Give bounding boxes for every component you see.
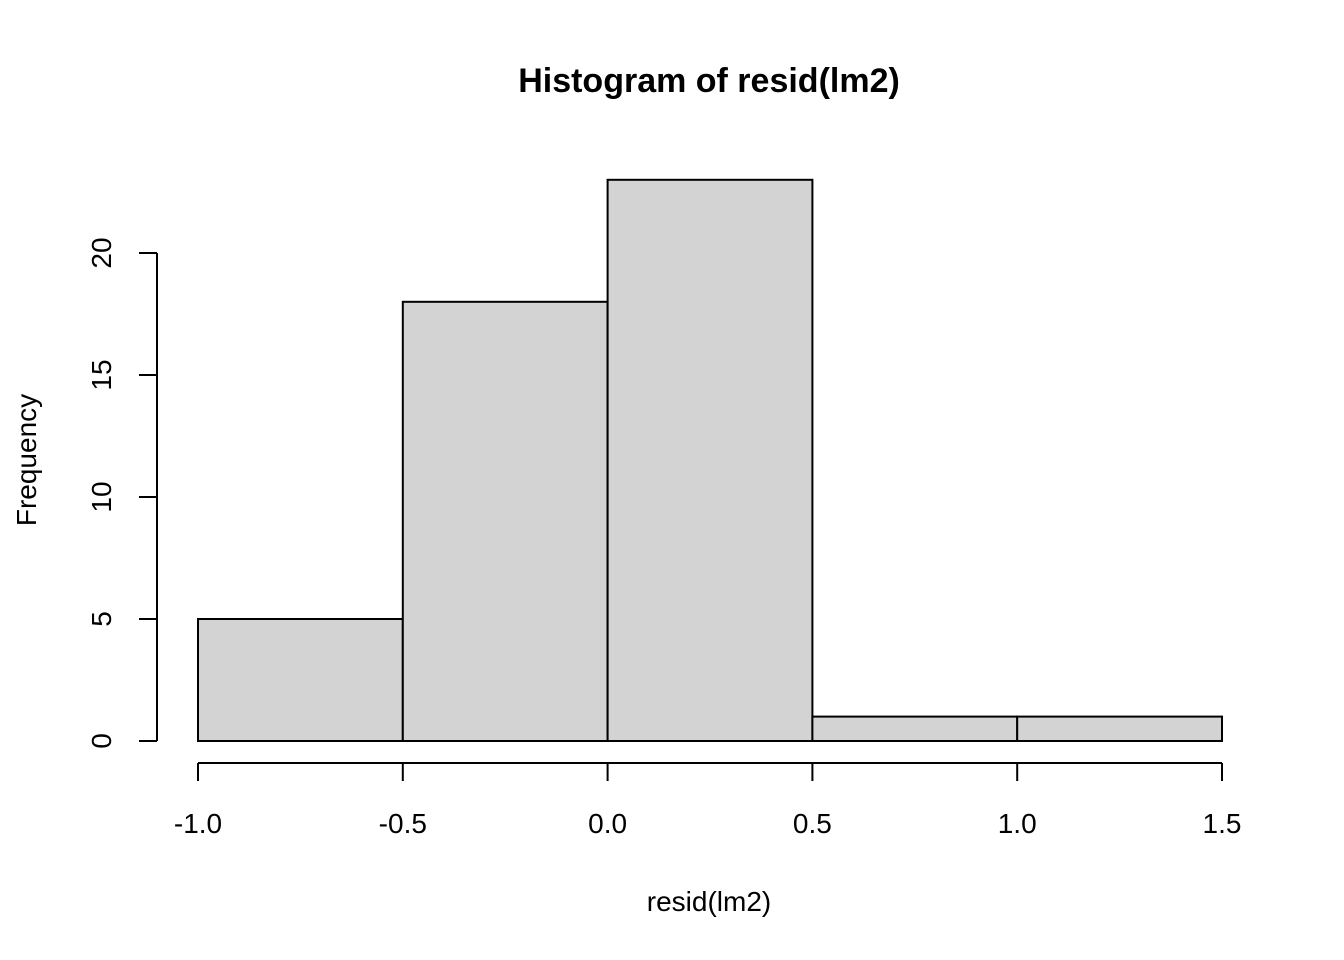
y-axis-label: Frequency [11, 394, 42, 526]
y-tick-label: 15 [86, 359, 117, 390]
histogram-bar-3 [811, 715, 1019, 742]
histogram-bar-4 [1016, 715, 1224, 742]
x-tick-label: 1.0 [998, 808, 1037, 839]
y-tick-label: 0 [86, 733, 117, 749]
x-axis: -1.0 -0.5 0.0 0.5 1.0 1.5 [174, 762, 1242, 839]
bars-group [197, 178, 1224, 743]
x-tick-label: 1.5 [1203, 808, 1242, 839]
y-tick-label: 20 [86, 237, 117, 268]
x-tick-label: -1.0 [174, 808, 222, 839]
x-tick-label: -0.5 [379, 808, 427, 839]
y-axis: 0 5 10 15 20 [86, 237, 158, 749]
x-tick-label: 0.5 [793, 808, 832, 839]
histogram-bar-1 [401, 300, 609, 742]
histogram-bar-0 [197, 618, 404, 742]
y-tick-label: 5 [86, 611, 117, 627]
x-tick-label: 0.0 [588, 808, 627, 839]
chart-title: Histogram of resid(lm2) [518, 62, 900, 100]
x-axis-label: resid(lm2) [647, 886, 771, 917]
y-tick-label: 10 [86, 481, 117, 512]
histogram-bar-2 [606, 178, 814, 743]
